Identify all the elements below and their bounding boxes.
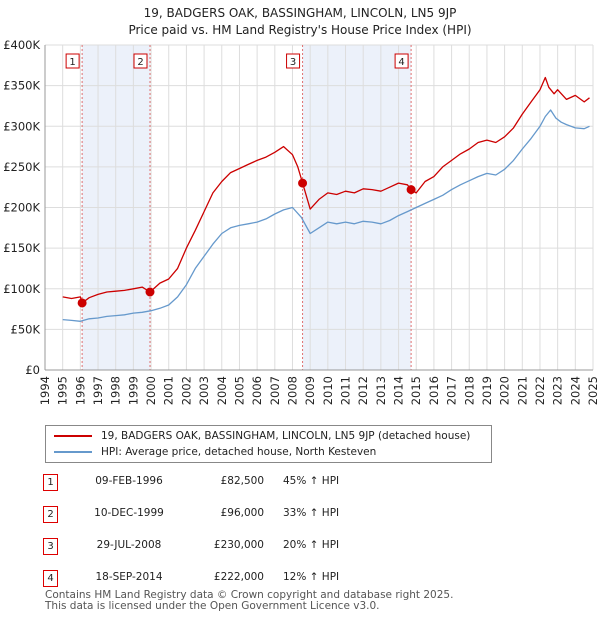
x-tick-label: 2005 xyxy=(232,376,246,405)
legend: 19, BADGERS OAK, BASSINGHAM, LINCOLN, LN… xyxy=(45,425,492,463)
footer-copyright: Contains HM Land Registry data © Crown c… xyxy=(45,589,454,601)
x-tick-label: 1995 xyxy=(56,376,70,405)
x-tick-label: 2008 xyxy=(285,376,299,405)
sale-price: £96,000 xyxy=(220,507,264,519)
sale-date: 29-JUL-2008 xyxy=(96,539,162,551)
x-tick-label: 2001 xyxy=(162,376,176,405)
sale-marker-label: 2 xyxy=(137,57,143,68)
sale-number-badge: 3 xyxy=(43,538,58,555)
x-tick-label: 1994 xyxy=(38,376,52,405)
sale-marker-box xyxy=(133,53,148,69)
footer: Contains HM Land Registry data © Crown c… xyxy=(45,590,453,612)
sale-hpi-diff: 20% ↑ HPI xyxy=(283,539,340,551)
sale-marker-label: 4 xyxy=(398,57,404,68)
x-tick-label: 2017 xyxy=(445,376,459,405)
x-tick-label: 2003 xyxy=(197,376,211,405)
x-tick-label: 2020 xyxy=(498,376,512,405)
x-tick-label: 2011 xyxy=(339,376,353,405)
x-tick-label: 2014 xyxy=(392,376,406,405)
legend-label-hpi: HPI: Average price, detached house, Nort… xyxy=(101,446,377,458)
legend-line-blue xyxy=(54,451,92,453)
sale-number-badge: 2 xyxy=(43,506,58,523)
sale-marker-box xyxy=(65,53,80,69)
x-tick-label: 1998 xyxy=(109,376,123,405)
x-tick-label: 2009 xyxy=(303,376,317,405)
x-tick-label: 2019 xyxy=(480,376,494,405)
sale-price: £82,500 xyxy=(220,475,264,487)
chart-subtitle: Price paid vs. HM Land Registry's House … xyxy=(128,23,472,37)
legend-line-red xyxy=(54,435,92,437)
x-tick-label: 2010 xyxy=(321,376,335,405)
sale-price: £222,000 xyxy=(213,571,264,583)
x-tick-label: 2006 xyxy=(250,376,264,405)
y-tick-label: £350K xyxy=(3,79,40,93)
sale-date: 10-DEC-1999 xyxy=(94,507,164,519)
sale-price: £230,000 xyxy=(213,539,264,551)
hpi-series-line xyxy=(62,109,590,322)
x-tick-label: 2022 xyxy=(533,376,547,405)
sale-date: 09-FEB-1996 xyxy=(95,475,163,487)
x-tick-label: 2025 xyxy=(586,376,600,405)
x-tick-label: 2000 xyxy=(144,376,158,405)
legend-item-property: 19, BADGERS OAK, BASSINGHAM, LINCOLN, LN… xyxy=(54,428,470,444)
x-tick-label: 2013 xyxy=(374,376,388,405)
sale-hpi-diff: 45% ↑ HPI xyxy=(283,475,340,487)
y-tick-label: £250K xyxy=(3,160,40,174)
y-tick-label: £400K xyxy=(3,38,40,52)
footer-licence: This data is licensed under the Open Gov… xyxy=(45,600,380,612)
sale-marker-box xyxy=(394,53,409,69)
x-tick-label: 2024 xyxy=(568,376,582,405)
x-tick-label: 1999 xyxy=(126,376,140,405)
y-tick-label: £300K xyxy=(3,119,40,133)
sale-number-badge: 1 xyxy=(43,474,58,491)
sale-date: 18-SEP-2014 xyxy=(95,571,163,583)
sale-point xyxy=(298,178,308,188)
sale-point xyxy=(77,298,87,308)
sales-table: 1 09-FEB-1996 £82,500 45% ↑ HPI 2 10-DEC… xyxy=(43,472,383,600)
sale-hpi-diff: 33% ↑ HPI xyxy=(283,507,340,519)
y-tick-label: £100K xyxy=(3,282,40,296)
x-tick-label: 2016 xyxy=(427,376,441,405)
x-tick-label: 2018 xyxy=(462,376,476,405)
sales-row: 3 29-JUL-2008 £230,000 20% ↑ HPI xyxy=(43,536,383,568)
x-tick-label: 1996 xyxy=(73,376,87,405)
legend-label-property: 19, BADGERS OAK, BASSINGHAM, LINCOLN, LN… xyxy=(101,430,471,442)
y-tick-label: £0 xyxy=(25,363,40,377)
sales-row: 4 18-SEP-2014 £222,000 12% ↑ HPI xyxy=(43,568,383,600)
sale-marker-label: 3 xyxy=(290,57,296,68)
x-tick-label: 1997 xyxy=(91,376,105,405)
sales-row: 1 09-FEB-1996 £82,500 45% ↑ HPI xyxy=(43,472,383,504)
x-tick-label: 2012 xyxy=(356,376,370,405)
x-tick-label: 2015 xyxy=(409,376,423,405)
sales-row: 2 10-DEC-1999 £96,000 33% ↑ HPI xyxy=(43,504,383,536)
y-tick-label: £150K xyxy=(3,241,40,255)
x-tick-label: 2021 xyxy=(515,376,529,405)
sale-point xyxy=(406,185,416,195)
sale-marker-box xyxy=(286,53,301,69)
sale-point xyxy=(145,287,155,297)
sale-marker-label: 1 xyxy=(69,57,75,68)
chart-title: 19, BADGERS OAK, BASSINGHAM, LINCOLN, LN… xyxy=(143,6,457,20)
x-tick-label: 2002 xyxy=(179,376,193,405)
x-tick-label: 2007 xyxy=(268,376,282,405)
y-tick-label: £50K xyxy=(11,322,41,336)
price-chart: £0 £50K £100K £150K £200K £250K £300K £350K £400… xyxy=(3,38,600,405)
x-tick-label: 2023 xyxy=(551,376,565,405)
sale-hpi-diff: 12% ↑ HPI xyxy=(283,571,340,583)
sale-number-badge: 4 xyxy=(43,570,58,587)
x-tick-label: 2004 xyxy=(215,376,229,405)
y-tick-label: £200K xyxy=(3,201,40,215)
legend-item-hpi: HPI: Average price, detached house, Nort… xyxy=(54,444,376,460)
